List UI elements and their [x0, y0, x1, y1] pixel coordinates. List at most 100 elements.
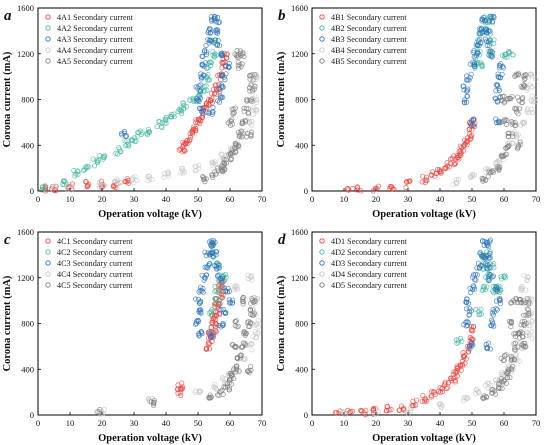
data-point	[61, 178, 67, 185]
data-point	[525, 319, 532, 325]
y-axis-title: Corona current (mA)	[2, 275, 13, 371]
data-point	[154, 123, 160, 130]
data-point	[509, 355, 515, 361]
legend-entry: 4C2 Secondary current	[57, 248, 133, 257]
data-point	[501, 274, 507, 280]
data-point	[215, 14, 221, 21]
data-point	[520, 121, 526, 127]
data-point	[83, 179, 89, 185]
series-3	[119, 13, 232, 139]
data-point	[460, 349, 466, 356]
data-point	[419, 179, 425, 185]
data-point	[203, 42, 209, 49]
data-point	[39, 187, 45, 193]
x-tick-label: 0	[310, 194, 314, 204]
data-point	[101, 154, 107, 160]
data-point	[207, 260, 213, 267]
data-point	[357, 407, 364, 413]
data-point	[424, 398, 430, 404]
data-point	[466, 126, 472, 132]
x-tick-label: 50	[194, 194, 203, 204]
data-point	[508, 365, 514, 371]
data-point	[505, 368, 511, 374]
data-point	[241, 53, 247, 60]
data-point	[205, 265, 211, 271]
data-point	[463, 299, 469, 305]
data-point	[452, 161, 458, 167]
data-point	[123, 143, 129, 149]
data-point	[383, 407, 390, 414]
y-axis-title: Corona current (mA)	[2, 51, 13, 147]
data-point	[496, 167, 502, 173]
data-point	[244, 134, 250, 140]
data-point	[209, 320, 215, 326]
chart-panel-a: 0 10 20 30 40 50 60 70 0 400 800 1200 1600 Operation …	[2, 3, 266, 220]
data-point	[213, 91, 219, 97]
data-point	[231, 110, 237, 116]
data-point	[521, 84, 527, 90]
data-point	[195, 317, 201, 323]
data-point	[215, 165, 221, 171]
data-point	[493, 88, 499, 94]
data-point	[197, 388, 203, 394]
data-point	[240, 343, 246, 350]
data-point	[101, 183, 108, 189]
data-point	[526, 301, 532, 307]
data-point	[115, 180, 121, 186]
data-point	[464, 296, 470, 302]
data-point	[92, 163, 98, 169]
data-point	[212, 15, 218, 21]
data-point	[185, 140, 191, 146]
data-point	[247, 323, 253, 329]
data-point	[512, 73, 518, 79]
data-point	[165, 171, 171, 177]
data-point	[494, 83, 501, 89]
data-point	[73, 171, 79, 177]
data-point	[491, 15, 497, 21]
data-point	[520, 334, 526, 340]
data-point	[454, 365, 460, 372]
x-tick-label: 60	[226, 194, 235, 204]
data-point	[496, 87, 502, 94]
x-tick-label: 50	[194, 418, 203, 428]
data-point	[483, 177, 489, 183]
legend-marker	[45, 14, 51, 20]
data-point	[221, 285, 227, 291]
data-point	[206, 40, 212, 46]
data-point	[220, 322, 226, 328]
data-point	[202, 47, 208, 54]
x-tick-label: 30	[130, 418, 139, 428]
data-point	[239, 344, 245, 350]
data-point	[202, 249, 208, 255]
data-point	[505, 95, 511, 102]
data-point	[250, 88, 256, 94]
data-point	[489, 386, 495, 393]
legend-marker	[45, 260, 51, 266]
data-point	[452, 377, 458, 384]
data-point	[484, 240, 490, 246]
data-point	[464, 93, 470, 100]
data-point	[436, 167, 442, 173]
x-tick-label: 20	[98, 418, 107, 428]
data-point	[198, 76, 204, 82]
data-point	[236, 368, 242, 374]
data-point	[245, 109, 251, 116]
data-point	[199, 53, 205, 59]
data-point	[248, 311, 254, 317]
data-point	[217, 283, 223, 289]
data-point	[94, 409, 100, 415]
x-tick-label: 10	[66, 418, 75, 428]
data-point	[515, 344, 521, 350]
data-point	[474, 272, 480, 278]
data-point	[480, 178, 486, 184]
data-point	[249, 341, 255, 347]
data-point	[489, 15, 495, 21]
legend: 4D1 Secondary current 4D2 Secondary curre…	[319, 237, 408, 290]
data-point	[478, 306, 484, 312]
data-point	[209, 172, 215, 178]
series-5	[479, 295, 532, 402]
data-point	[517, 296, 523, 302]
data-point	[210, 333, 216, 339]
data-point	[472, 60, 478, 66]
data-point	[49, 184, 55, 190]
